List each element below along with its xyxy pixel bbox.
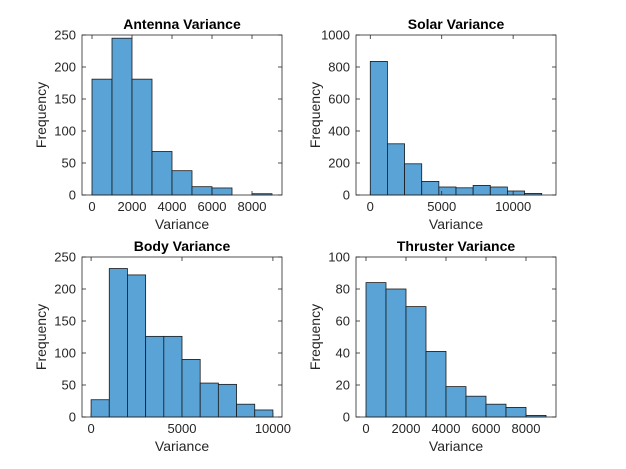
solar-histogram-bar <box>472 184 491 196</box>
antenna-histogram-bar <box>211 187 233 196</box>
thruster-histogram-bar <box>365 282 387 418</box>
thruster-y-tick-label: 80 <box>336 282 350 297</box>
body-histogram-bar <box>108 268 128 418</box>
panel-antenna: 0 2000 4000 6000 8000 0 50 100 150 200 250 Antenna … <box>33 16 283 232</box>
body-histogram-bar <box>90 399 110 418</box>
antenna-y-tick-label: 250 <box>54 28 76 43</box>
body-chart-title: Body Variance <box>134 238 231 254</box>
thruster-y-tick-label: 0 <box>343 410 350 425</box>
thruster-y-tick-label: 60 <box>336 314 350 329</box>
thruster-histogram-bar <box>505 406 527 418</box>
antenna-x-tick-label: 4000 <box>158 199 187 214</box>
antenna-axes-box <box>81 34 283 196</box>
solar-y-tick-label: 800 <box>328 60 350 75</box>
solar-y-tick-label: 200 <box>328 156 350 171</box>
antenna-y-tick-label: 150 <box>54 92 76 107</box>
solar-x-tick-label: 10000 <box>495 199 531 214</box>
antenna-y-tick-label: 200 <box>54 60 76 75</box>
body-x-tick-label: 5000 <box>168 421 197 436</box>
body-histogram-bar <box>163 335 183 418</box>
thruster-y-tick-label: 20 <box>336 378 350 393</box>
solar-chart-title: Solar Variance <box>408 16 505 32</box>
solar-y-tick-label: 600 <box>328 92 350 107</box>
thruster-x-tick-label: 2000 <box>392 421 421 436</box>
solar-histogram-bar <box>507 190 525 196</box>
thruster-x-tick-label: 0 <box>362 421 369 436</box>
antenna-histogram-bar <box>191 186 213 196</box>
thruster-histogram-bar <box>465 395 487 418</box>
solar-histogram-bar <box>455 187 474 196</box>
antenna-x-tick-label: 6000 <box>198 199 227 214</box>
body-histogram-bar <box>199 382 219 418</box>
solar-histogram-bar <box>369 61 388 196</box>
body-histogram-bar <box>217 383 237 418</box>
antenna-y-tick-label: 100 <box>54 124 76 139</box>
antenna-y-tick-label: 50 <box>62 156 76 171</box>
body-histogram-bar <box>145 335 165 418</box>
solar-x-tick-label: 5000 <box>427 199 456 214</box>
body-histogram-bar <box>127 274 147 418</box>
antenna-x-axis-label: Variance <box>155 216 209 232</box>
thruster-histogram-bar <box>485 403 507 418</box>
panel-thruster: 0 2000 4000 6000 8000 0 20 40 60 80 100 Thruster Va… <box>307 238 557 454</box>
body-x-axis-label: Variance <box>155 438 209 454</box>
thruster-y-axis-label: Frequency <box>307 304 323 370</box>
thruster-histogram-bar <box>445 386 467 418</box>
thruster-histogram-bar <box>425 350 447 418</box>
antenna-y-tick-label: 0 <box>69 188 76 203</box>
thruster-y-tick-label: 40 <box>336 346 350 361</box>
body-y-axis-label: Frequency <box>33 304 49 370</box>
body-histogram-bar <box>254 409 274 418</box>
solar-y-axis-label: Frequency <box>307 82 323 148</box>
solar-axes-box <box>355 34 557 196</box>
antenna-histogram-bar <box>131 78 153 196</box>
thruster-axes-box <box>355 256 557 418</box>
solar-x-tick-label: 0 <box>367 199 374 214</box>
panel-body: 0 5000 10000 0 50 100 150 200 250 Body Variance Va… <box>33 238 291 454</box>
thruster-histogram-bar <box>385 288 407 418</box>
body-y-tick-label: 250 <box>54 250 76 265</box>
solar-y-tick-label: 400 <box>328 124 350 139</box>
thruster-y-tick-label: 100 <box>328 250 350 265</box>
antenna-histogram-bar <box>151 151 173 196</box>
body-x-tick-label: 10000 <box>255 421 291 436</box>
solar-histogram-bar <box>387 143 405 196</box>
body-x-tick-label: 0 <box>87 421 94 436</box>
body-y-tick-label: 200 <box>54 282 76 297</box>
antenna-x-tick-label: 0 <box>88 199 95 214</box>
antenna-chart-title: Antenna Variance <box>123 16 241 32</box>
thruster-x-axis-label: Variance <box>429 438 483 454</box>
antenna-y-axis-label: Frequency <box>33 82 49 148</box>
panel-solar: 0 5000 10000 0 200 400 600 800 1000 Solar Varianc… <box>307 16 557 232</box>
antenna-histogram-bar <box>111 37 133 196</box>
thruster-histogram-bar <box>405 306 427 418</box>
antenna-histogram-bar <box>171 170 193 196</box>
body-y-tick-label: 150 <box>54 314 76 329</box>
solar-y-tick-label: 1000 <box>321 28 350 43</box>
solar-histogram-bar <box>489 186 508 196</box>
body-histogram-bar <box>236 403 256 418</box>
solar-x-axis-label: Variance <box>429 216 483 232</box>
solar-y-tick-label: 0 <box>343 188 350 203</box>
body-y-tick-label: 100 <box>54 346 76 361</box>
antenna-x-tick-label: 2000 <box>118 199 147 214</box>
antenna-histogram-bar <box>91 78 113 196</box>
body-y-tick-label: 50 <box>62 378 76 393</box>
solar-histogram-bar <box>421 180 440 196</box>
antenna-x-tick-label: 8000 <box>238 199 267 214</box>
thruster-x-tick-label: 4000 <box>432 421 461 436</box>
thruster-x-tick-label: 8000 <box>512 421 541 436</box>
thruster-x-tick-label: 6000 <box>472 421 501 436</box>
solar-histogram-bar <box>404 163 423 196</box>
body-histogram-bar <box>181 358 201 418</box>
thruster-chart-title: Thruster Variance <box>397 238 515 254</box>
body-y-tick-label: 0 <box>69 410 76 425</box>
